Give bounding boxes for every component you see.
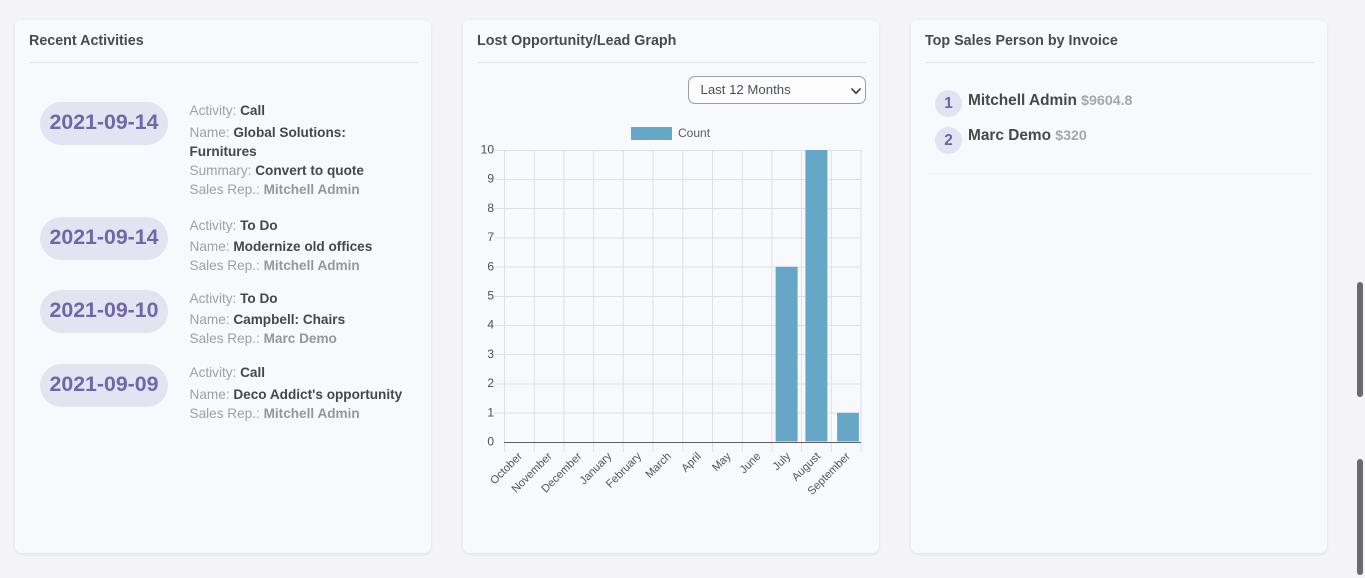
svg-text:0: 0 xyxy=(487,435,494,449)
svg-text:5: 5 xyxy=(487,289,494,303)
svg-text:July: July xyxy=(771,450,794,473)
svg-text:9: 9 xyxy=(487,172,494,186)
svg-text:6: 6 xyxy=(487,259,494,273)
svg-text:1: 1 xyxy=(487,405,494,419)
svg-text:3: 3 xyxy=(487,347,494,361)
svg-text:June: June xyxy=(738,450,764,476)
svg-text:10: 10 xyxy=(481,143,495,157)
svg-text:8: 8 xyxy=(487,201,494,215)
svg-text:7: 7 xyxy=(487,230,494,244)
svg-text:May: May xyxy=(710,450,734,474)
svg-text:March: March xyxy=(643,450,673,480)
svg-text:4: 4 xyxy=(487,318,494,332)
svg-text:2: 2 xyxy=(487,376,494,390)
svg-text:April: April xyxy=(679,450,703,474)
